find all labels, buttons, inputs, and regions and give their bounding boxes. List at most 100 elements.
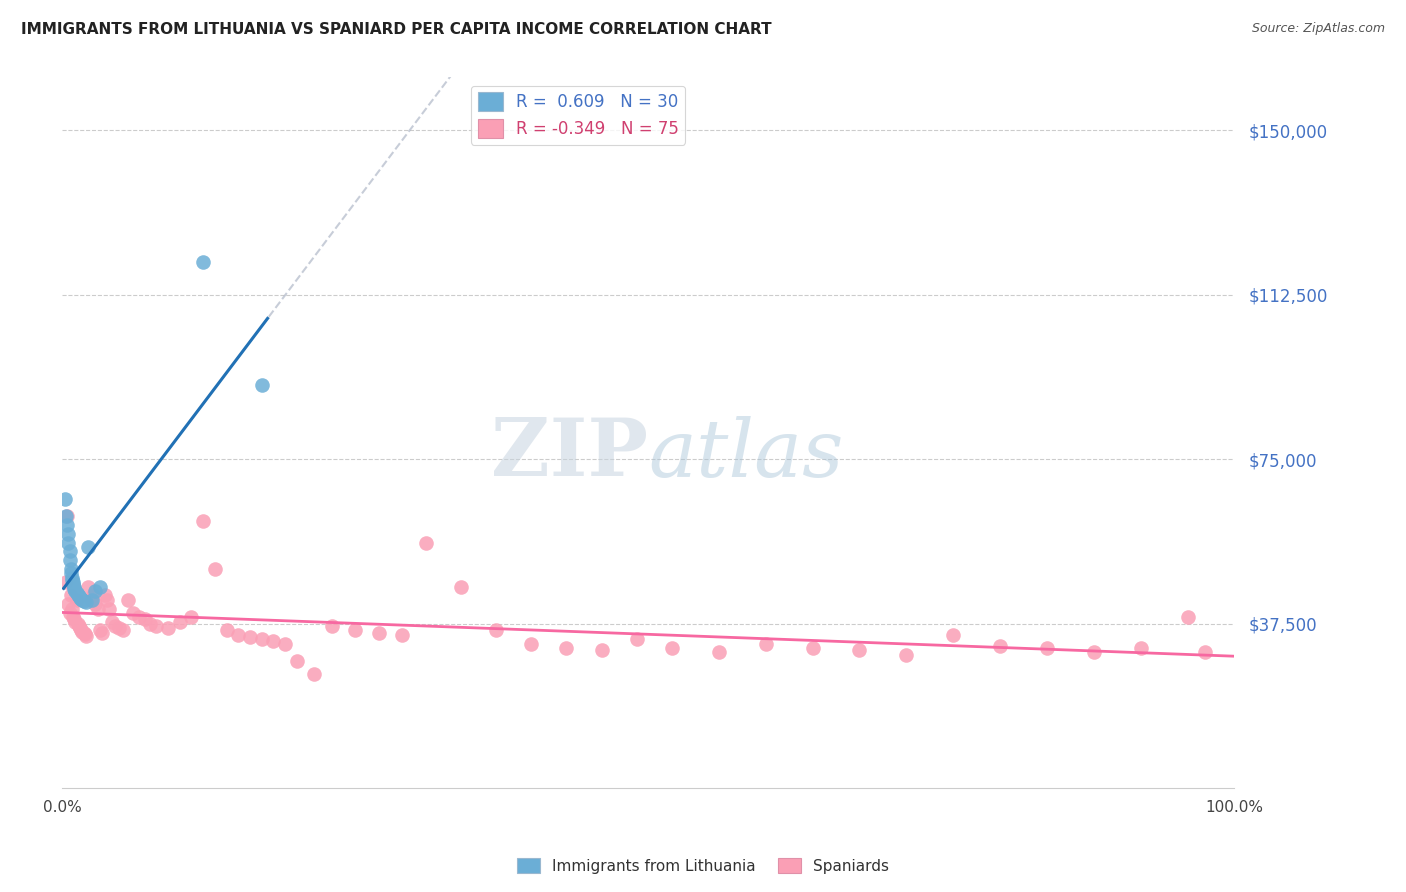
Point	[250, 632, 273, 647]
Point	[58, 553, 80, 567]
Point	[72, 593, 94, 607]
Point	[626, 632, 648, 647]
Point	[77, 580, 100, 594]
Point	[117, 592, 139, 607]
Point	[145, 619, 167, 633]
Point	[58, 535, 80, 549]
Point	[415, 535, 437, 549]
Point	[1177, 610, 1199, 624]
Point	[58, 597, 80, 611]
Point	[58, 606, 80, 620]
Point	[80, 592, 103, 607]
Point	[62, 575, 84, 590]
Point	[896, 648, 918, 662]
Point	[204, 562, 226, 576]
Point	[60, 573, 83, 587]
Point	[191, 514, 214, 528]
Point	[274, 637, 297, 651]
Point	[104, 619, 127, 633]
Point	[72, 624, 94, 639]
Point	[89, 624, 111, 638]
Point	[156, 621, 179, 635]
Point	[139, 616, 162, 631]
Point	[93, 588, 115, 602]
Point	[226, 628, 249, 642]
Point	[58, 544, 80, 558]
Point	[239, 630, 262, 644]
Point	[89, 580, 111, 594]
Point	[555, 640, 578, 655]
Point	[262, 634, 284, 648]
Point	[62, 577, 84, 591]
Point	[60, 601, 83, 615]
Point	[134, 612, 156, 626]
Point	[304, 667, 326, 681]
Point	[321, 619, 343, 633]
Point	[65, 586, 87, 600]
Point	[942, 628, 965, 642]
Point	[55, 575, 77, 590]
Point	[63, 582, 86, 596]
Point	[72, 592, 94, 607]
Point	[69, 621, 91, 635]
Point	[485, 624, 508, 638]
Point	[59, 562, 82, 576]
Point	[67, 619, 90, 633]
Point	[66, 616, 89, 631]
Point	[70, 591, 93, 606]
Point	[1083, 645, 1105, 659]
Point	[75, 595, 97, 609]
Point	[215, 624, 238, 638]
Point	[72, 626, 94, 640]
Point	[1194, 645, 1216, 659]
Point	[988, 639, 1011, 653]
Point	[285, 654, 308, 668]
Point	[65, 615, 87, 629]
Point	[56, 509, 79, 524]
Point	[107, 621, 129, 635]
Point	[100, 615, 122, 629]
Point	[75, 629, 97, 643]
Legend: R =  0.609   N = 30, R = -0.349   N = 75: R = 0.609 N = 30, R = -0.349 N = 75	[471, 86, 686, 145]
Point	[62, 610, 84, 624]
Point	[391, 628, 413, 642]
Point	[121, 606, 143, 620]
Point	[191, 254, 214, 268]
Point	[520, 637, 543, 651]
Point	[86, 601, 108, 615]
Point	[344, 624, 367, 638]
Point	[84, 597, 107, 611]
Point	[60, 571, 83, 585]
Point	[450, 580, 472, 594]
Point	[180, 610, 202, 624]
Point	[128, 610, 150, 624]
Point	[91, 625, 114, 640]
Point	[591, 643, 613, 657]
Point	[65, 583, 87, 598]
Point	[84, 583, 107, 598]
Point	[755, 637, 778, 651]
Point	[848, 643, 870, 657]
Point	[169, 615, 191, 629]
Point	[56, 518, 79, 533]
Point	[55, 509, 77, 524]
Point	[98, 601, 121, 615]
Point	[1036, 640, 1059, 655]
Point	[53, 491, 76, 506]
Point	[801, 640, 824, 655]
Point	[368, 625, 391, 640]
Point	[67, 589, 90, 603]
Point	[58, 527, 80, 541]
Legend: Immigrants from Lithuania, Spaniards: Immigrants from Lithuania, Spaniards	[510, 852, 896, 880]
Text: atlas: atlas	[648, 416, 844, 493]
Point	[112, 624, 135, 638]
Point	[661, 640, 683, 655]
Point	[59, 566, 82, 581]
Point	[70, 624, 93, 638]
Point	[96, 592, 118, 607]
Text: IMMIGRANTS FROM LITHUANIA VS SPANIARD PER CAPITA INCOME CORRELATION CHART: IMMIGRANTS FROM LITHUANIA VS SPANIARD PE…	[21, 22, 772, 37]
Point	[707, 645, 730, 659]
Point	[65, 592, 87, 607]
Point	[66, 588, 89, 602]
Point	[250, 377, 273, 392]
